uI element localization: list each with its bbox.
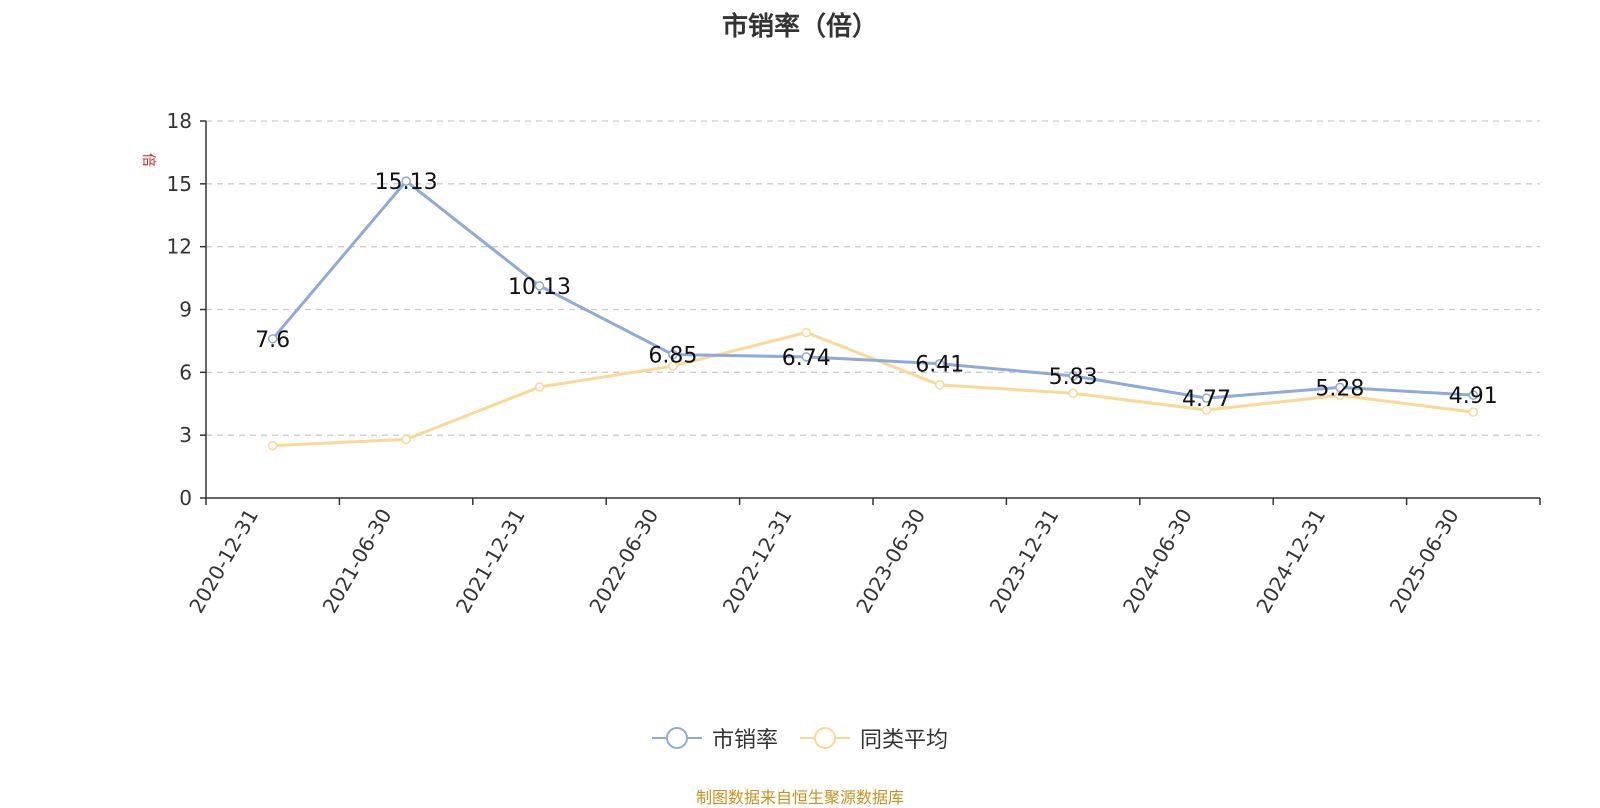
y-tick-label: 12: [167, 235, 192, 259]
legend-marker-series-2: [800, 727, 850, 749]
series-2-point: [1468, 407, 1479, 417]
legend-label-series-2: 同类平均: [860, 728, 949, 753]
y-tick-label: 3: [179, 423, 192, 447]
legend-label-series-1: 市销率: [711, 728, 778, 753]
x-tick-label: 2022-06-30: [584, 505, 663, 618]
series-2-point: [267, 440, 278, 451]
series-1-point: [401, 176, 411, 186]
series-2-point: [1068, 388, 1078, 399]
series-1-point: [1201, 393, 1212, 403]
x-tick-label: 2023-12-31: [985, 505, 1064, 618]
data-label: 7.6: [255, 328, 290, 353]
legend-item-series-1[interactable]: 市销率: [651, 722, 778, 754]
series-2-point: [668, 361, 678, 371]
series-1-point: [801, 352, 812, 362]
x-tick-label: 2020-12-31: [184, 505, 263, 618]
series-1-point: [668, 349, 678, 360]
chart-title: 市销率（倍）: [721, 12, 878, 42]
series-2-point: [534, 382, 545, 392]
data-label: 4.77: [1182, 387, 1231, 412]
x-tick-label: 2021-06-30: [318, 505, 397, 618]
x-tick-label: 2024-12-31: [1251, 505, 1330, 618]
y-tick-label: 15: [167, 172, 192, 196]
series-2-point: [1201, 405, 1212, 415]
data-label: 4.91: [1449, 384, 1498, 409]
data-label: 5.28: [1315, 376, 1364, 401]
series-2-point: [934, 380, 945, 390]
x-tick-label: 2024-06-30: [1118, 505, 1197, 618]
x-tick-label: 2021-12-31: [451, 505, 530, 618]
series-2-point: [401, 434, 411, 445]
legend: 市销率 同类平均: [0, 722, 1600, 754]
data-label: 15.13: [375, 170, 438, 195]
series-line-2: [272, 331, 1474, 448]
y-tick-label: 0: [179, 486, 192, 510]
series-1-point: [1335, 382, 1345, 393]
legend-item-series-2[interactable]: 同类平均: [800, 722, 948, 754]
x-tick-label: 2023-06-30: [851, 504, 930, 617]
series-1-point: [1468, 390, 1479, 400]
data-label: 6.41: [915, 353, 964, 378]
legend-marker-series-1: [651, 727, 702, 749]
data-label: 5.83: [1049, 365, 1098, 390]
x-tick-label: 2025-06-30: [1385, 505, 1464, 618]
series-1-point: [1068, 371, 1078, 381]
series-1-point: [267, 334, 278, 344]
y-axis-label: 倍: [140, 153, 156, 167]
x-tick-label: 2022-12-31: [718, 505, 797, 618]
series-1-point: [534, 281, 545, 291]
y-tick-label: 18: [167, 109, 192, 133]
data-label: 10.13: [508, 275, 571, 300]
data-label: 6.74: [782, 346, 831, 371]
series-line-1: [271, 179, 1474, 400]
data-label: 6.85: [648, 344, 697, 369]
series-2-point: [801, 327, 812, 338]
data-source-note: 制图数据来自恒生聚源数据库: [695, 788, 904, 807]
y-tick-label: 6: [179, 360, 192, 384]
y-tick-label: 9: [179, 298, 192, 322]
series-1-point: [934, 358, 945, 369]
